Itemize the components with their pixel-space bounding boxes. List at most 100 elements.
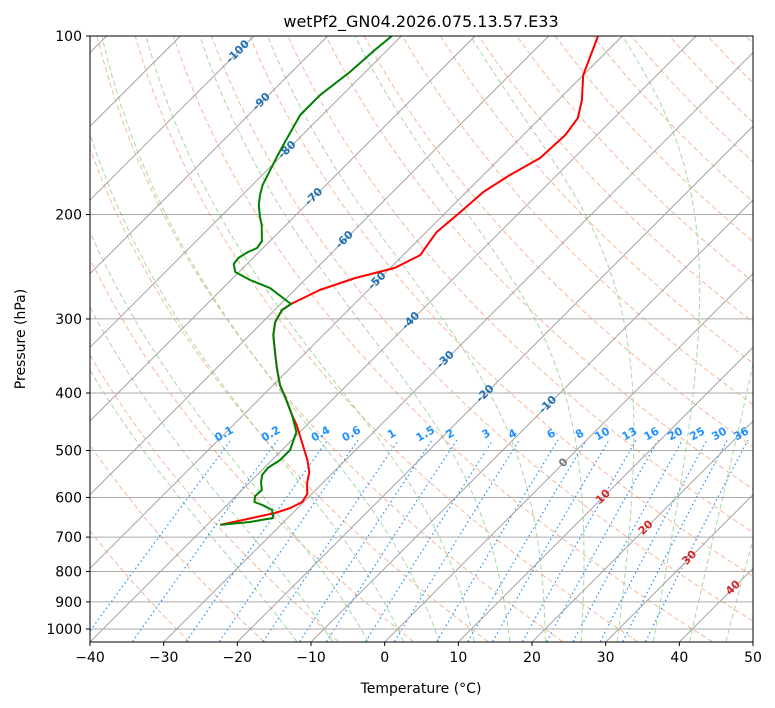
mixing-ratio-line [325,439,458,642]
isotherm-label: -90 [250,90,273,113]
isotherm-line [458,346,753,642]
chart-title: wetPf2_GN04.2026.075.13.57.E33 [283,12,558,32]
mixing-ratio-label: 1 [385,426,398,441]
mixing-ratio-label: 1.5 [414,423,437,444]
dry-adiabat [172,36,713,642]
isotherm-line [90,36,328,275]
mixing-ratio-line [492,439,610,642]
isotherm-label: -10 [536,393,559,416]
dry-adiabat [516,36,753,283]
isotherm-line [384,273,753,642]
mixing-ratio-label: 2 [443,426,456,441]
isotherm-label: -70 [302,185,325,208]
mixing-ratio-line [599,439,708,642]
isotherm-label: -100 [223,37,252,66]
isotherm-label: 20 [636,517,656,537]
x-tick-label: −10 [296,650,326,666]
x-tick-label: 0 [380,650,389,666]
isotherm-line [163,52,753,642]
mixing-ratio-label: 16 [642,424,662,443]
dry-adiabat [134,36,638,642]
isotherm-line [90,36,255,201]
plot-area: -100-90-80-70-60-50-40-30-20 -10010203040… [90,36,775,642]
dry-adiabat [554,36,753,243]
mixing-ratio-label: 0.6 [340,423,364,444]
mixing-ratio-line [262,439,399,642]
dry-adiabat [96,36,563,642]
y-tick-label: 300 [55,312,82,328]
y-tick-label: 600 [55,490,82,506]
mixing-ratio-line [365,439,494,642]
mixing-ratio-line [522,439,637,642]
isotherm-label: 0 [556,455,571,470]
isotherm-line [90,36,623,569]
moist-adiabat [267,36,546,642]
x-tick-label: 50 [744,650,762,666]
y-tick-label: 400 [55,386,82,402]
moist-adiabat [90,305,333,642]
mixing-ratio-line [90,439,232,632]
isotherm-label: -60 [333,228,356,251]
dry-adiabat [90,257,414,642]
isotherm-label: -20 [473,382,496,405]
isotherm-line [90,36,476,422]
isotherm-label: -80 [275,138,298,161]
y-tick-label: 700 [55,530,82,546]
y-axis-label: Pressure (hPa) [13,289,29,389]
mixing-ratio-label: 3 [480,426,493,441]
mixing-ratio-line [132,439,279,642]
dry-adiabat [439,36,753,364]
x-tick-label: 20 [523,650,541,666]
moist-adiabat [90,230,369,642]
mixing-ratio-line [622,439,728,642]
dry-adiabat [90,146,489,642]
mixing-ratio-label: 13 [620,424,640,443]
isotherm-line [90,36,549,496]
y-tick-label: 100 [55,29,82,45]
mixing-ratio-line [467,439,587,642]
moist-adiabat [621,36,701,642]
isotherm-line [311,199,753,642]
mixing-ratio-label: 25 [687,424,707,443]
mixing-ratio-label: 4 [506,426,519,441]
x-tick-label: 10 [449,650,467,666]
moist-adiabat [90,369,298,642]
temperature-profile-line [220,36,599,526]
dry-adiabat [592,36,753,203]
y-tick-label: 200 [55,208,82,224]
mixing-ratio-line [394,439,520,642]
mixing-ratio-label: 10 [592,424,612,443]
mixing-ratio-line [546,439,659,642]
isotherm-label: 10 [593,486,613,506]
isotherm-line [679,567,753,642]
y-tick-label: 1000 [46,622,82,638]
dry-adiabat [325,36,753,490]
isotherm-label: -40 [399,309,422,332]
moist-adiabat [101,36,440,642]
mixing-ratio-line [572,439,683,642]
y-tick-label: 800 [55,565,82,581]
isotherm-line [753,36,775,642]
mixing-ratio-label: 0.2 [259,423,282,444]
dry-adiabat [90,354,339,642]
dry-adiabat [249,36,753,577]
mixing-ratio-line [299,439,433,642]
x-tick-label: 40 [670,650,688,666]
isotherm-line [605,494,753,642]
dry-adiabat [363,36,753,448]
dry-adiabat [707,36,753,84]
x-tick-label: −40 [75,650,105,666]
x-tick-label: −20 [223,650,253,666]
plot-frame [89,35,754,643]
x-tick-label: −30 [149,650,179,666]
x-tick-label: 30 [597,650,615,666]
moist-adiabat [90,132,404,642]
mixing-ratio-label: 36 [731,424,751,443]
isotherm-line [237,125,753,642]
moist-adiabat [725,538,753,642]
isotherm-line [90,36,697,642]
isotherm-label: 40 [723,577,743,597]
dry-adiabat [669,36,753,124]
moist-adiabat [354,36,585,642]
